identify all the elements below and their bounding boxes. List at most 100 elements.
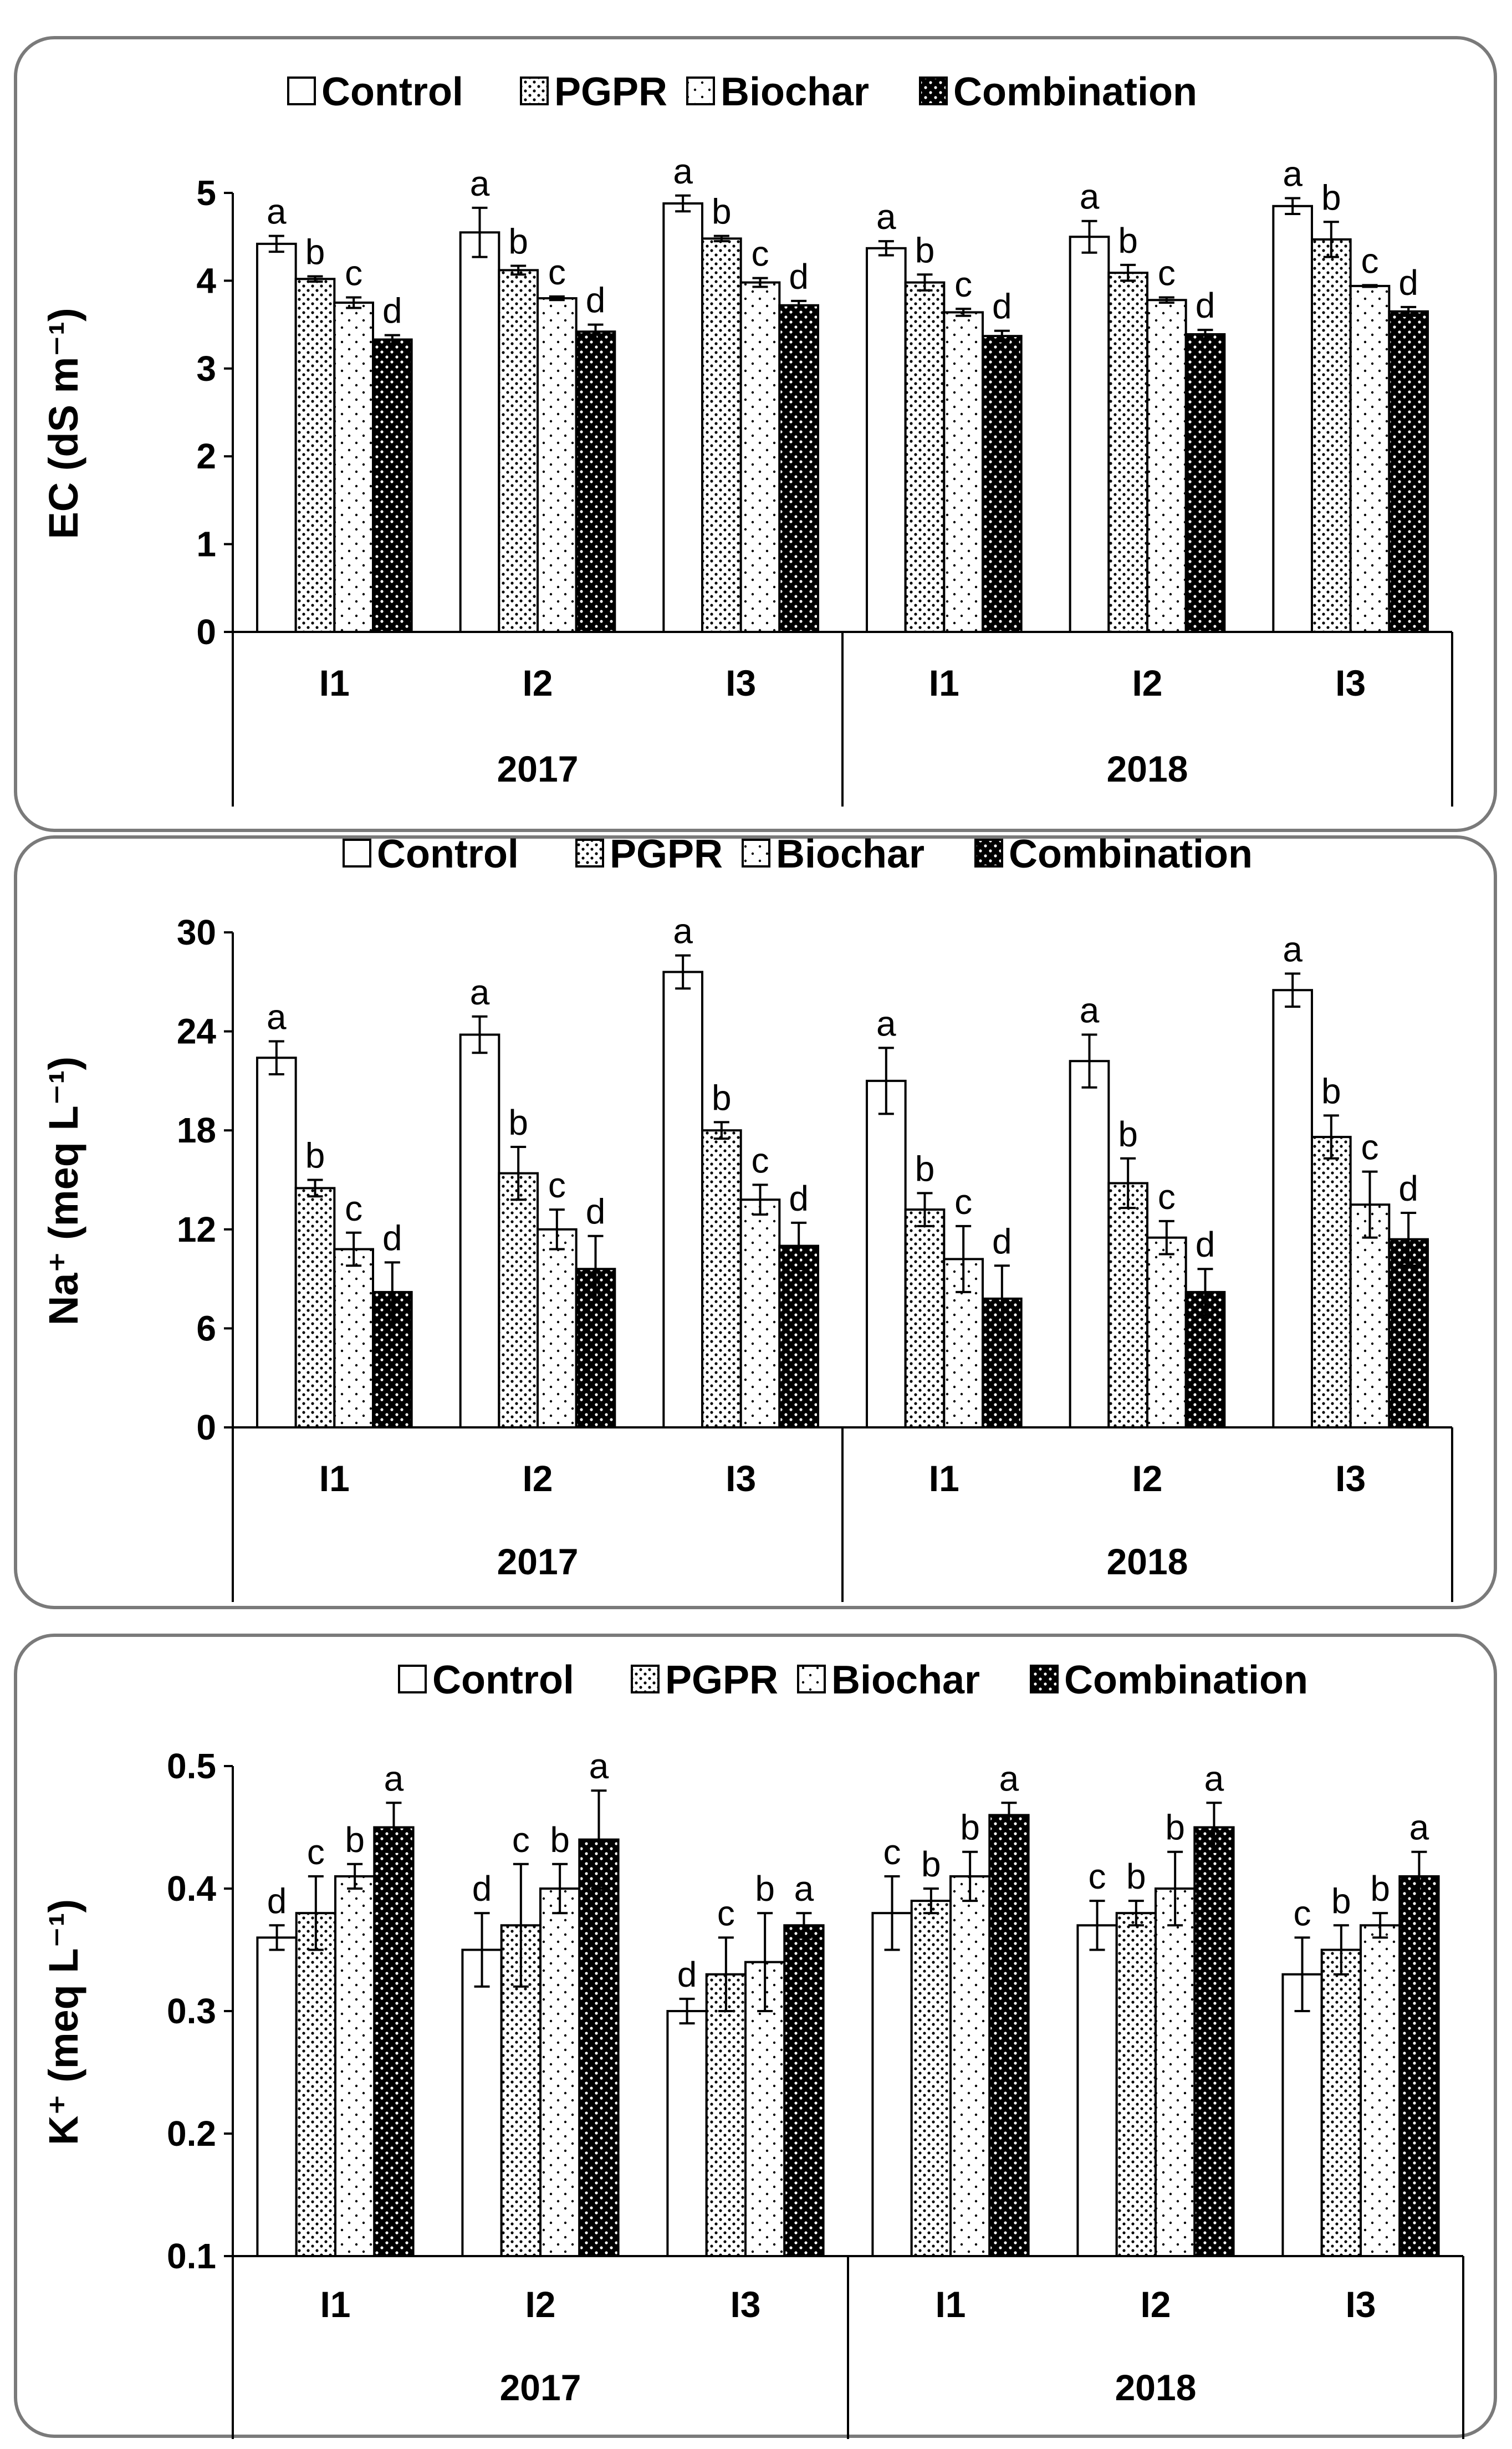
significance-letter: c [954,1182,972,1222]
significance-letter: d [1196,285,1215,325]
bar-pgpr [294,278,336,633]
significance-letter: c [548,252,566,292]
legend-label-biochar: Biochar [721,70,869,114]
significance-letter: a [673,911,693,951]
y-tick-label: 4 [196,261,216,300]
legend-label-control: Control [432,1658,574,1702]
legend-label-control: Control [321,70,463,114]
legend-swatch-biochar [742,839,770,868]
bar-control [662,971,704,1428]
significance-letter: d [382,1218,402,1258]
panel-3: Control PGPR Biochar Combination 0.1 0.2 0.3 0.… [14,1634,1497,2439]
significance-letter: b [915,1149,935,1188]
bar-control [256,1936,298,2257]
bar-control [459,1033,500,1428]
legend-label-combination: Combination [953,70,1197,114]
significance-letter: c [1089,1856,1106,1896]
significance-letter: c [1294,1893,1311,1933]
legend-swatch-combination [1030,1665,1059,1693]
significance-letter: a [1080,991,1100,1030]
group-label: 2017 [497,748,579,789]
bar-pgpr [701,237,742,634]
y-tick-label: 0 [196,1407,216,1447]
bar-control [1272,205,1313,633]
x-tick-label: I3 [726,662,756,703]
significance-letter: c [1158,253,1176,293]
bar-pgpr [1107,272,1149,634]
y-tick-label: 0 [196,612,216,652]
significance-letter: b [712,192,732,232]
significance-letter: b [1331,1881,1351,1921]
bar-combination [372,338,413,633]
x-tick-label: I3 [1345,2284,1376,2325]
significance-letter: c [883,1832,901,1872]
group-label: 2017 [497,1541,579,1582]
legend-label-pgpr: PGPR [610,832,723,876]
y-axis-label: Na⁺ (meq L⁻¹) [40,1057,86,1325]
x-tick-label: I1 [320,2284,350,2325]
x-tick-label: I3 [1335,1458,1366,1499]
y-tick-label: 3 [196,349,216,389]
significance-letter: d [992,1221,1012,1261]
significance-letter: a [1204,1758,1224,1798]
panel-1: Control PGPR Biochar Combination 0 1 2 3 4 5 EC (d… [14,36,1497,832]
y-tick-label: 0.1 [167,2236,216,2276]
y-tick-label: 12 [177,1210,216,1249]
y-tick-label: 6 [196,1308,216,1348]
bar-control [866,1079,907,1428]
legend-swatch-biochar [797,1665,826,1693]
bar-combination [575,330,616,633]
bar-biochar [537,1228,578,1429]
significance-letter: a [384,1758,404,1798]
x-tick-label: I2 [522,662,553,703]
significance-letter: b [1118,221,1138,261]
significance-letter: a [673,151,693,191]
significance-letter: a [876,197,896,237]
significance-letter: b [915,230,935,270]
significance-letter: c [307,1832,325,1872]
legend-label-biochar: Biochar [831,1658,980,1702]
legend-swatch-biochar [686,76,715,105]
bar-biochar [949,1875,991,2257]
y-axis-label: EC (dS m⁻¹) [40,308,86,539]
bar-biochar [333,302,374,633]
bar-control [1069,236,1110,633]
bar-pgpr [294,1187,336,1428]
legend-label-pgpr: PGPR [665,1658,778,1702]
significance-letter: c [512,1820,530,1860]
bar-biochar [333,1248,374,1429]
bar-combination [982,335,1023,633]
significance-letter: c [717,1893,735,1933]
significance-letter: c [752,234,769,274]
bar-pgpr [705,1973,747,2257]
x-tick-label: I1 [929,662,959,703]
legend-label-biochar: Biochar [776,832,924,876]
bar-pgpr [498,269,539,633]
significance-letter: b [508,1103,528,1142]
y-tick-label: 2 [196,436,216,476]
x-tick-label: I2 [522,1458,553,1499]
x-tick-label: I1 [929,1458,959,1499]
significance-letter: d [992,287,1012,326]
bar-control [461,1948,503,2257]
legend-label-combination: Combination [1064,1658,1308,1702]
bar-control [662,202,704,633]
significance-letter: c [752,1140,769,1180]
legend-label-combination: Combination [1009,832,1253,876]
group-label: 2018 [1107,1541,1188,1582]
group-label: 2018 [1115,2367,1197,2408]
legend-swatch-control [398,1665,427,1693]
significance-letter: a [267,997,287,1037]
bar-biochar [1146,299,1187,633]
y-tick-label: 0.5 [167,1746,216,1786]
bar-biochar [1349,284,1391,633]
y-tick-label: 24 [177,1012,217,1052]
significance-letter: d [1398,263,1418,303]
bar-pgpr [1107,1182,1149,1429]
significance-letter: c [345,1188,362,1228]
significance-letter: b [305,1136,325,1176]
legend: Control PGPR Biochar Combination [343,832,1253,876]
bar-biochar [1349,1203,1391,1428]
bar-pgpr [1311,1136,1352,1428]
significance-letter: a [470,164,490,203]
